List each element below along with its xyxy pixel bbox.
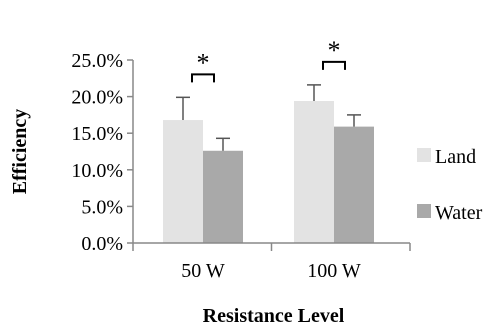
legend-label: Land (435, 146, 476, 168)
bar (163, 120, 203, 243)
significance-bracket (191, 73, 215, 83)
y-tick-label: 10.0% (71, 160, 123, 182)
y-tick-label: 0.0% (81, 233, 123, 255)
significance-star: * (328, 36, 341, 65)
y-tick-label: 25.0% (71, 50, 123, 72)
y-axis-ticks: 0.0% 5.0% 10.0% 15.0% 20.0% 25.0% (71, 50, 133, 255)
bar (203, 150, 243, 243)
bar (334, 126, 374, 243)
significance-star: * (197, 48, 210, 77)
y-axis-title: Efficiency (9, 109, 31, 195)
y-tick-label: 20.0% (71, 87, 123, 109)
x-axis-title: Resistance Level (203, 305, 345, 327)
x-tick-label: 50 W (181, 260, 225, 282)
legend-swatch (417, 204, 431, 218)
y-tick-label: 5.0% (81, 196, 123, 218)
significance-annotations: * * (191, 36, 346, 83)
y-tick-label: 15.0% (71, 123, 123, 145)
x-axis-ticks: 50 W 100 W (132, 243, 411, 282)
legend-swatch (417, 148, 431, 162)
legend-label: Water (435, 202, 483, 224)
x-tick-label: 100 W (307, 260, 361, 282)
bar (294, 100, 334, 243)
legend: Land Water (417, 146, 483, 224)
bars (163, 84, 374, 243)
significance-bracket (322, 60, 346, 70)
